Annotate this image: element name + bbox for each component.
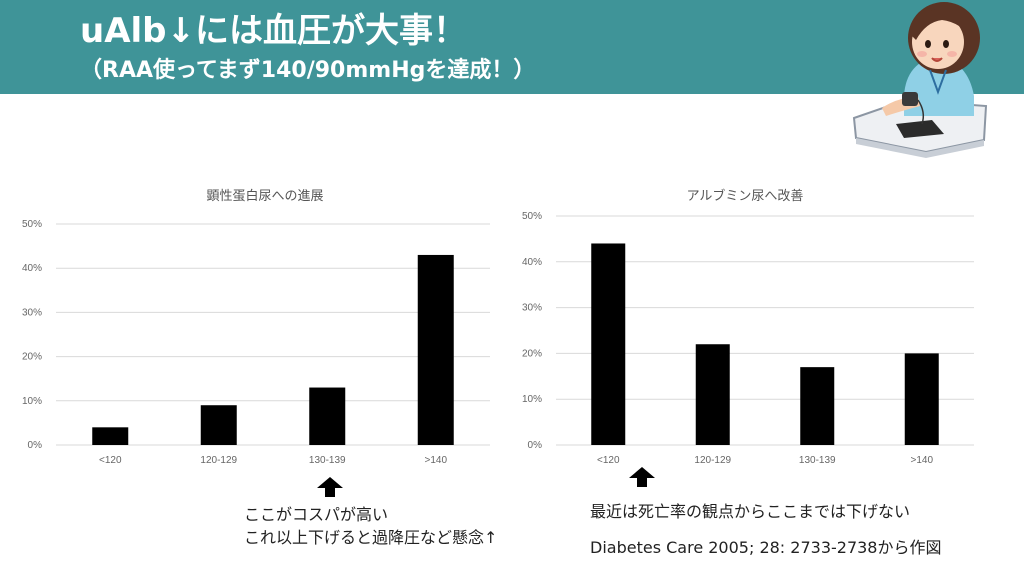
bar (695, 344, 730, 445)
citation: Diabetes Care 2005; 28: 2733-2738から作図 (590, 538, 942, 557)
chart-albuminuria-improvement: アルブミン尿へ改善 0% 10% 20% 30% 40% 50% <120 120-129 13… (522, 188, 974, 466)
slide-subtitle: （RAA使ってまず140/90mmHgを達成！） (80, 58, 536, 83)
x-tick-label: <120 (597, 455, 620, 466)
bar (309, 387, 346, 445)
note-mortality: 最近は死亡率の観点からここまでは下げない (590, 502, 911, 521)
x-tick-label: 120-129 (694, 455, 731, 466)
arrow-up-icon (629, 467, 655, 487)
x-tick-label: >140 (910, 455, 933, 466)
bar (591, 243, 626, 445)
note-hypotension-concern: これ以上下げると過降圧など懸念↑ (244, 528, 498, 547)
y-tick-label: 10% (22, 396, 42, 407)
y-tick-label: 40% (522, 257, 542, 268)
y-tick-label: 0% (528, 440, 543, 451)
y-tick-label: 40% (22, 263, 42, 274)
x-tick-label: 120-129 (200, 455, 237, 466)
y-tick-label: 30% (522, 303, 542, 314)
y-tick-label: 10% (522, 394, 542, 405)
x-tick-label: 130-139 (309, 455, 346, 466)
chart-title: 顕性蛋白尿への進展 (206, 188, 323, 204)
y-tick-label: 0% (28, 440, 43, 451)
slide-title: uAlb↓には血圧が大事！ (80, 11, 467, 51)
y-tick-label: 20% (22, 352, 42, 363)
x-tick-label: <120 (99, 455, 122, 466)
bar (92, 427, 129, 445)
bar (800, 367, 835, 445)
y-tick-label: 20% (522, 348, 542, 359)
y-tick-label: 50% (22, 219, 42, 230)
bar (200, 405, 237, 445)
y-tick-label: 30% (22, 307, 42, 318)
bar (417, 254, 454, 445)
arrow-up-icon (317, 477, 343, 497)
chart-title: アルブミン尿へ改善 (687, 188, 804, 204)
x-tick-label: >140 (424, 455, 447, 466)
note-cost-effective: ここがコスパが高い (244, 505, 389, 524)
header-banner: uAlb↓には血圧が大事！ （RAA使ってまず140/90mmHgを達成！） (0, 0, 1024, 94)
nurse-blood-pressure-illustration-icon (852, 2, 988, 158)
y-tick-label: 50% (522, 211, 542, 222)
x-tick-label: 130-139 (799, 455, 836, 466)
chart-proteinuria-progression: 顕性蛋白尿への進展 0% 10% 20% 30% 40% 50% <120 120-129 13… (22, 188, 490, 466)
bar (904, 353, 939, 445)
